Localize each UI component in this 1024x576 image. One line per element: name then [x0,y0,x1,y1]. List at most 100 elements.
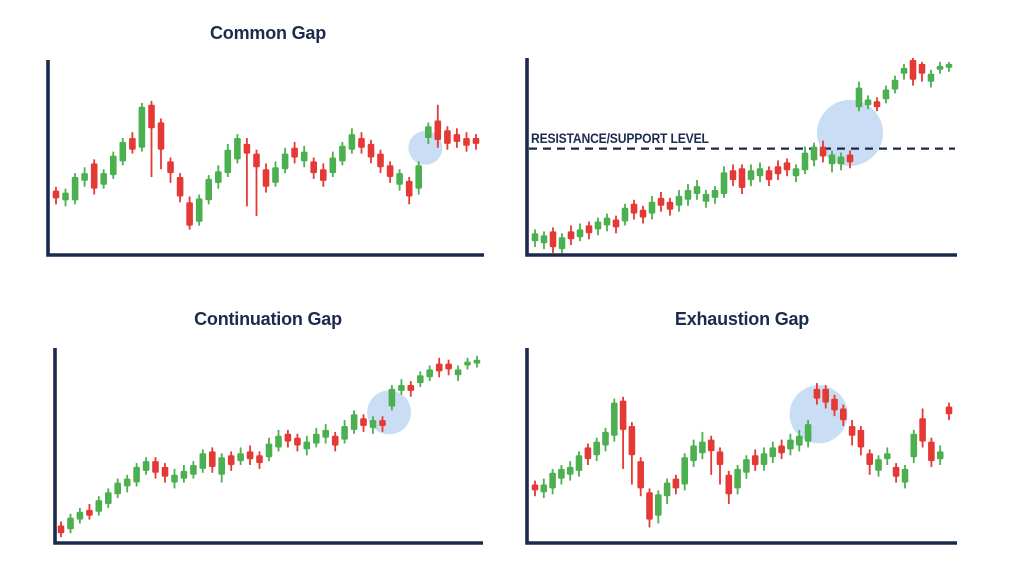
candle-body [707,439,715,452]
candle-body [227,455,235,466]
candle-body [291,147,298,158]
candle-body [377,153,384,168]
candle-body [594,221,602,230]
candle-body [792,168,800,177]
candle-body [840,408,847,421]
candle-body [900,67,908,74]
chart-bottom-left [53,348,483,545]
candle-body [584,447,592,460]
candle-body [398,385,405,391]
candle-body [628,426,636,456]
candle-body [142,461,150,471]
candle-body [209,451,216,467]
candle-body [100,173,107,185]
candle-body [281,153,289,170]
candle-body [473,359,481,364]
candle-body [813,388,821,399]
candle-body [725,474,733,495]
chart-axes [46,60,484,257]
candle-body [873,101,881,108]
candle-body [945,63,953,68]
candle-body [350,414,358,430]
candle-body [76,511,84,520]
candle-body [936,451,944,460]
candle-body [769,447,777,458]
candle-body [928,441,935,462]
candle-body [341,426,348,440]
candle-body [810,146,818,161]
candle-body [585,225,593,234]
candle-body [256,455,263,464]
candle-body [603,217,611,226]
candle-body [348,134,356,150]
candle-body [157,122,165,150]
candle-body [114,482,121,495]
candle-body [783,162,791,171]
candle-body [246,451,254,460]
candle-body [426,369,433,378]
candle-body [303,441,311,450]
candle-body [167,161,174,174]
candle-body [747,170,755,181]
candle-body [52,190,60,199]
candle-body [369,420,377,428]
candle-body [322,429,329,438]
candle-body [864,99,872,106]
candle-body [358,138,365,148]
candle-body [738,168,746,188]
candle-body [672,478,680,489]
candle-body [86,509,93,516]
candle-body [205,178,212,201]
candle-body [804,424,812,442]
candle-body [657,197,665,206]
candle-body [57,525,65,534]
candle-body [646,492,653,520]
candle-body [729,170,737,181]
candle-body [760,453,768,465]
candle-body [417,375,424,384]
candle-body [444,130,451,144]
candle-body [666,201,674,210]
candle-body [611,402,618,436]
candle-body [161,466,169,477]
candle-body [602,431,609,446]
candle-body [566,466,574,475]
candle-body [152,461,159,473]
candle-body [765,170,773,181]
candle-body [558,237,566,250]
candle-body [801,152,809,171]
candle-body [272,167,279,183]
candle-body [195,198,203,222]
candle-body [936,65,944,70]
candle-body [310,161,317,174]
candle-body [819,146,827,157]
candle-body [716,451,724,465]
candle-body [62,192,69,201]
candle-body [95,500,103,512]
candle-body [453,134,461,142]
candle-body [681,457,688,485]
candle-body [882,89,890,100]
candle-body [275,435,282,448]
chart-top-left [46,60,484,257]
candle-body [218,457,225,475]
candle-body [663,482,671,497]
candle-body [684,190,692,200]
candle-body [655,494,662,516]
candle-body [119,141,127,162]
candle-body [472,138,480,144]
chart-title-continuation-gap: Continuation Gap [194,309,342,329]
candle-body [464,361,471,366]
candle-body [138,106,146,148]
candle-body [648,201,656,214]
candle-body [105,492,112,504]
candle-wick [246,138,248,207]
candle-body [690,445,697,462]
candle-body [711,190,719,198]
candle-body [454,369,462,376]
candle-body [909,60,917,80]
candle-body [919,418,926,442]
candle-body [71,177,79,201]
chart-axes [525,348,957,545]
